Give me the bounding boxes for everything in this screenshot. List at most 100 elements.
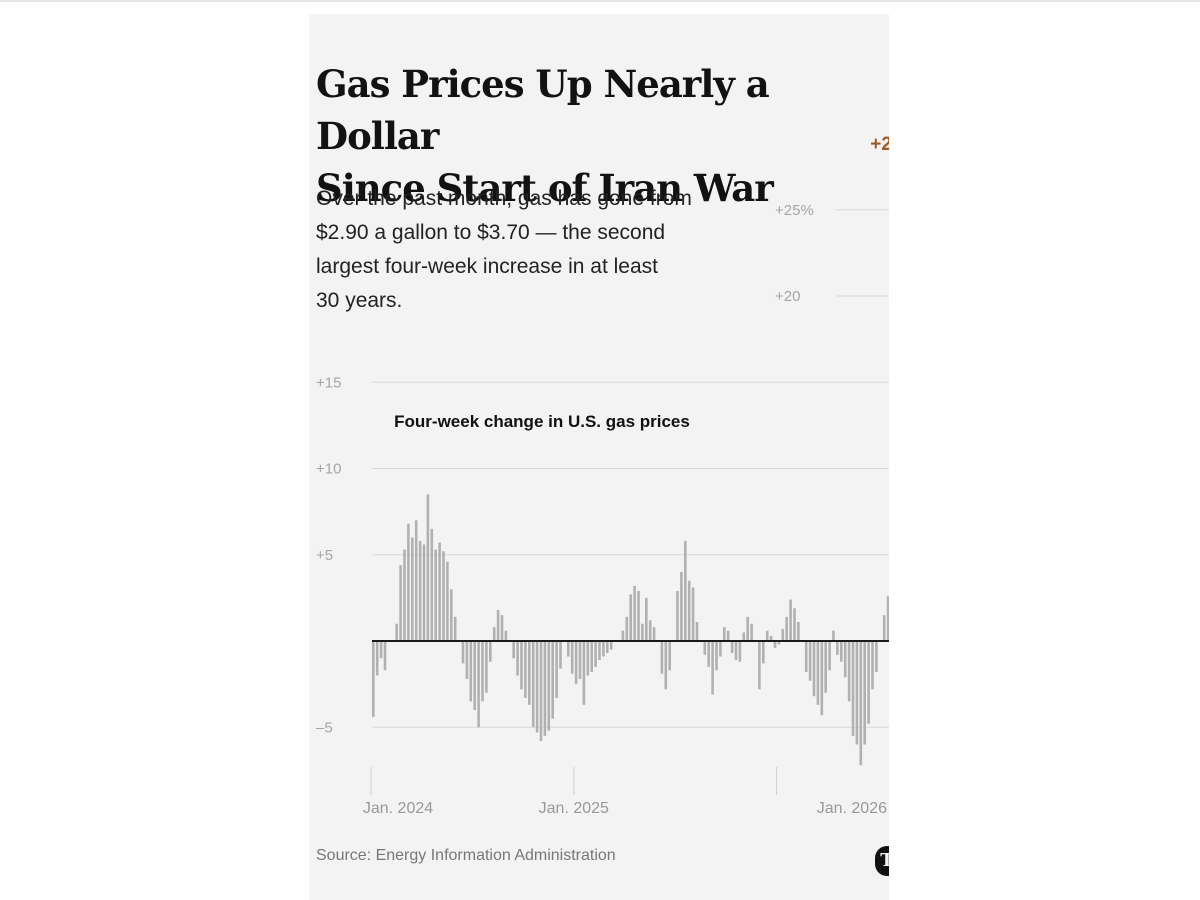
bar	[399, 565, 402, 641]
x-tick-label: Jan. 2026	[817, 800, 887, 817]
y-tick-label: +20	[775, 288, 800, 305]
bars	[372, 494, 889, 766]
bar	[773, 641, 777, 648]
bar	[621, 630, 625, 641]
bar	[446, 561, 449, 641]
bar	[812, 641, 816, 697]
bar	[637, 590, 640, 641]
bar	[648, 620, 652, 641]
bar	[582, 641, 586, 705]
bar	[789, 599, 792, 641]
top-divider	[0, 0, 1200, 2]
bar	[824, 641, 827, 693]
deck-text: Over the past month, gas has gone from $…	[316, 187, 692, 312]
bar	[465, 641, 469, 679]
bar	[680, 572, 683, 641]
chart-title: Four-week change in U.S. gas prices	[394, 412, 690, 431]
bar	[609, 641, 613, 650]
bar	[855, 641, 859, 745]
bar	[496, 609, 500, 641]
bar	[684, 540, 687, 641]
bar	[820, 641, 824, 716]
bar	[719, 641, 722, 657]
bar	[758, 641, 761, 690]
bar	[715, 641, 718, 671]
bar	[730, 641, 734, 654]
bar	[808, 641, 812, 681]
bar	[578, 641, 582, 679]
chart-card: +25% +20 +15 +10 +5 –5 +27% Jan. 2024 Jan. 2025…	[309, 14, 889, 900]
bar	[438, 542, 441, 641]
bar	[726, 630, 730, 641]
bar	[769, 635, 773, 641]
bar	[375, 641, 379, 676]
bar	[602, 641, 605, 657]
bar	[738, 641, 742, 662]
bar	[543, 641, 547, 736]
bar	[528, 641, 531, 705]
bar	[555, 641, 558, 698]
bar	[707, 641, 710, 667]
bar	[652, 627, 656, 641]
bar	[485, 641, 488, 693]
bar	[598, 641, 601, 660]
bar	[395, 623, 398, 641]
bar	[816, 641, 820, 705]
bar	[574, 641, 578, 685]
bar	[793, 608, 796, 641]
headline: Gas Prices Up Nearly a Dollar Since Star…	[316, 62, 774, 210]
bar	[606, 641, 609, 654]
bar	[664, 641, 668, 690]
bar	[453, 616, 457, 641]
bar	[742, 632, 746, 641]
bar	[473, 641, 476, 710]
bar	[570, 641, 574, 674]
source-note: Source: Energy Information Administratio…	[316, 847, 616, 864]
bar	[418, 540, 422, 641]
bar	[840, 641, 843, 662]
bar	[867, 641, 870, 724]
bar	[547, 641, 551, 731]
bar	[531, 641, 535, 728]
bar	[875, 641, 878, 673]
bar	[804, 641, 808, 673]
bar	[832, 630, 835, 641]
bar	[703, 641, 707, 655]
bar	[535, 641, 539, 733]
x-tick-label: Jan. 2025	[539, 800, 609, 817]
bar	[859, 641, 863, 766]
highlight-value-label: +27%	[870, 134, 889, 155]
bar	[633, 585, 636, 641]
bar	[765, 630, 769, 641]
bar	[442, 551, 445, 641]
bar	[469, 641, 473, 702]
bar	[734, 641, 738, 660]
bar	[797, 622, 800, 641]
y-tick-label: +15	[316, 374, 341, 391]
bar	[676, 590, 679, 641]
publisher-logo: T	[875, 846, 889, 876]
bar	[629, 594, 632, 641]
bar	[777, 641, 781, 645]
bar	[863, 641, 866, 745]
bar	[450, 589, 453, 641]
bar	[641, 623, 644, 641]
bar	[426, 494, 430, 641]
bar	[586, 641, 590, 676]
bar	[372, 641, 375, 717]
bar	[645, 597, 648, 641]
bar	[594, 641, 597, 667]
bar	[414, 520, 418, 641]
bar	[422, 544, 426, 641]
bar	[512, 641, 515, 659]
y-tick-label: –5	[316, 719, 333, 736]
bar	[403, 549, 406, 641]
bar	[551, 641, 554, 719]
bar	[625, 616, 629, 641]
bar	[687, 580, 691, 641]
bar	[836, 641, 839, 655]
bar	[567, 641, 570, 657]
x-tick-label: Jan. 2024	[363, 800, 433, 817]
bar	[504, 630, 508, 641]
bar	[461, 641, 465, 664]
